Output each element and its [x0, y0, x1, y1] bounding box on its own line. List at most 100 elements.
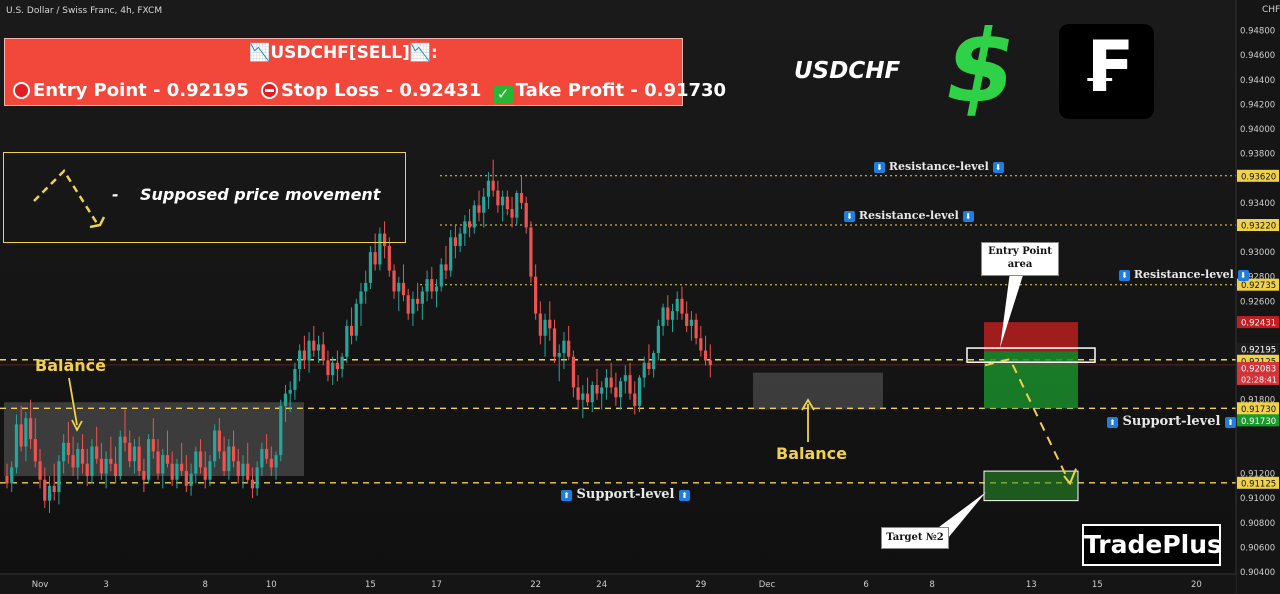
candle-body [581, 393, 585, 400]
candle-body [302, 350, 306, 361]
candle-body [340, 356, 344, 369]
price-tag [1237, 343, 1279, 356]
candle-body [548, 319, 552, 329]
up-arrow-icon: ⬆ [1107, 417, 1118, 428]
x-tick-label: 20 [1191, 580, 1202, 590]
candle-body [694, 319, 698, 339]
candle-body [161, 455, 165, 474]
candle-body [576, 387, 580, 400]
candle-body [113, 463, 118, 477]
x-tick-label: 8 [203, 580, 208, 590]
candle-body [543, 319, 547, 336]
candle-body [354, 303, 358, 336]
candle-body [524, 202, 528, 228]
candle-body [345, 325, 349, 357]
candle-body [321, 344, 325, 361]
candle-body [534, 276, 538, 314]
support-text-2: Support-level [576, 487, 675, 502]
countdown-label: 02:28:41 [1241, 375, 1277, 384]
candle-body [515, 193, 519, 218]
down-arrow-icon: ⬇ [874, 162, 885, 173]
candle-body [142, 471, 146, 480]
price-tag-label: 0.92083 [1241, 364, 1276, 374]
candle-body [147, 439, 151, 480]
x-tick-label: 6 [863, 580, 868, 590]
candle-body [652, 352, 656, 369]
candle-body [76, 448, 80, 468]
candle-body [349, 325, 354, 336]
candle-body [316, 344, 321, 351]
candle-body [463, 221, 467, 234]
candle-body [109, 458, 113, 464]
x-tick-label: 8 [929, 580, 934, 590]
candle-body [628, 375, 632, 394]
candle-body [661, 307, 665, 326]
candle-body [71, 455, 75, 468]
candle-body [14, 424, 19, 468]
candle-body [95, 446, 99, 459]
candle-body [156, 451, 160, 474]
candle-body [288, 389, 292, 394]
x-tick-label: 29 [695, 580, 706, 590]
y-tick-label: 0.94200 [1240, 100, 1275, 110]
signal-values: Entry Point - 0.92195 Stop Loss - 0.9243… [13, 80, 726, 104]
y-tick-label: 0.90400 [1240, 568, 1275, 578]
candle-body [529, 227, 533, 277]
franc-logo-icon: ₣ [1059, 24, 1154, 119]
x-tick-label: Dec [759, 580, 776, 590]
y-tick-label: 0.93800 [1240, 150, 1275, 160]
legend-text: Supposed price movement [140, 185, 381, 204]
candle-body [10, 467, 14, 484]
candle-body [123, 436, 127, 443]
y-tick-label: 0.91800 [1240, 396, 1275, 406]
price-tag [1237, 316, 1279, 329]
candle-body [90, 446, 94, 477]
candle-body [298, 350, 302, 369]
candle-body [307, 340, 311, 361]
candle-body [283, 393, 288, 406]
candle-body [680, 298, 684, 314]
candle-body [590, 384, 594, 403]
candle-body [387, 245, 391, 271]
candle-body [326, 360, 330, 376]
y-tick-label: 0.90600 [1240, 543, 1275, 553]
resistance-label-3: ⬇ Resistance-level ⬇ [1119, 268, 1249, 281]
candle-body [260, 448, 264, 468]
support-label-2: ⬆ Support-level ⬆ [561, 487, 690, 502]
candle-body [600, 387, 604, 394]
candle-body [604, 377, 609, 388]
candle-body [383, 233, 387, 246]
stop-loss-zone [984, 322, 1078, 352]
level-tag-label: 0.93620 [1241, 172, 1276, 182]
x-tick-label: Nov [32, 580, 49, 590]
candle-body [562, 340, 566, 353]
candle-body [444, 264, 448, 271]
candle-body [99, 458, 103, 474]
up-arrow-icon: ⬆ [561, 490, 572, 501]
entry-dot-icon [13, 82, 30, 99]
x-tick-label: 10 [266, 580, 277, 590]
projected-path [984, 357, 1069, 481]
candle-body [619, 381, 623, 398]
candle-body [453, 237, 457, 246]
candle-body [623, 375, 627, 382]
candle-body [364, 282, 368, 292]
stop-text: Stop Loss - 0.92431 [281, 80, 482, 101]
candle-body [703, 350, 708, 361]
candle-body [449, 237, 453, 271]
level-tag-label: 0.91125 [1241, 479, 1276, 489]
zigzag-icon [33, 169, 106, 229]
candle-body [222, 451, 226, 472]
candle-body [66, 442, 70, 456]
countdown-tag [1237, 373, 1279, 385]
y-tick-label: 0.94400 [1240, 76, 1275, 86]
candle-body [246, 463, 250, 480]
candle-body [265, 448, 269, 459]
y-tick-label: 0.92600 [1240, 297, 1275, 307]
balance-zone-right [753, 372, 883, 410]
x-tick-label: 3 [103, 580, 108, 590]
price-tag-label: 0.91730 [1241, 405, 1276, 415]
price-axis-bg [1236, 0, 1280, 594]
x-tick-label: 24 [596, 580, 607, 590]
